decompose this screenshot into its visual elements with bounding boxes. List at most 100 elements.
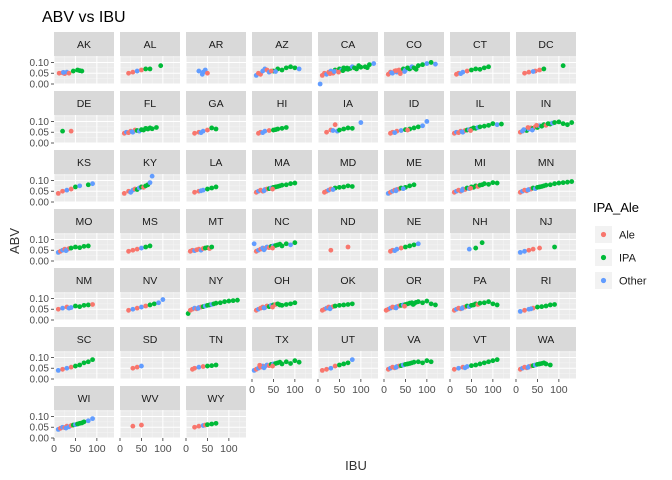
data-point [60,128,65,134]
legend-label-ipa: IPA [619,253,637,265]
data-point [77,245,83,251]
data-point [530,69,536,74]
legend-title: IPA_Ale [593,200,639,215]
facet-ut: UT 0 50 100 [315,327,378,396]
data-point [213,420,219,426]
facet-panel [450,292,510,320]
data-point [420,62,425,68]
x-tick-label: 50 [70,443,82,455]
data-point [413,66,419,72]
data-point [68,364,74,370]
data-point [525,364,531,370]
data-point [459,305,465,311]
y-tick-label: 0.00 [30,139,50,150]
data-point [205,186,210,192]
data-point [279,243,285,249]
facet-strip [186,91,246,115]
data-point [469,67,474,73]
data-point [261,247,267,253]
facet-strip [186,209,246,233]
facet-strip-label: AZ [275,39,289,51]
facet-panel [252,174,312,202]
data-point [407,243,413,249]
data-point [209,185,215,191]
data-point [283,65,289,71]
data-point [251,241,257,247]
data-point [126,248,131,254]
facet-strip-label: WY [208,393,225,405]
facet-strip [516,32,576,56]
facet-strip [318,91,378,115]
data-point [522,307,527,313]
facet-wy: WY 0 50 100 [183,386,246,455]
data-point [73,244,78,250]
facet-strip [54,91,114,115]
facet-strip-label: OH [274,275,290,287]
facet-strip-label: TN [209,334,223,346]
data-point [317,81,323,87]
data-point [235,297,240,303]
data-point [77,362,83,368]
legend-key-ale [600,231,607,238]
data-point [130,365,136,371]
data-point [525,187,531,193]
facet-strip [450,32,510,56]
facet-ky: KY [119,150,180,203]
facet-nv: NV [119,268,180,321]
data-point [296,359,302,365]
y-tick-label: 0.10 [30,353,50,364]
facet-strip-label: MI [474,157,486,169]
data-point [196,423,202,429]
facet-strip-label: WA [538,334,555,346]
data-point [494,180,500,186]
facet-strip-label: WI [78,393,91,405]
x-tick-label: 0 [315,384,321,396]
x-tick-label: 100 [88,443,106,455]
data-point [147,302,153,308]
data-point [134,68,140,74]
data-point [261,305,267,311]
data-point [270,245,275,251]
facet-ne: NE [383,209,444,262]
data-point [490,358,496,364]
data-point [345,360,351,366]
facet-strip [450,150,510,174]
facet-strip-label: TX [275,334,288,346]
facet-strip [54,32,114,56]
facet-strip [450,209,510,233]
data-point [433,302,438,308]
facet-sc: SC 0.000.050.10 [30,327,114,386]
data-point [330,128,336,133]
facet-id: ID [383,91,444,144]
facet-sd: SD [119,327,180,380]
facet-ia: IA [317,91,378,144]
data-point [270,363,275,369]
data-point [73,363,78,369]
facet-strip [120,209,180,233]
facet-strip-label: DE [77,98,92,110]
data-point [81,243,87,249]
facet-al: AL [119,32,180,85]
y-tick-label: 0.00 [30,434,50,445]
facet-strip [384,209,444,233]
data-point [541,66,547,72]
data-point [64,365,70,371]
data-point [411,182,417,188]
data-point [522,70,527,76]
data-point [90,181,95,187]
facet-strip-label: KS [77,157,91,169]
facet-strip [384,32,444,56]
data-point [473,66,479,72]
data-point [486,122,491,128]
data-point [433,61,438,67]
x-tick-label: 0 [117,443,123,455]
data-point [473,245,479,251]
data-point [552,244,557,250]
data-point [420,300,425,306]
data-point [68,245,74,251]
facet-strip [54,268,114,292]
chart-title: ABV vs IBU [42,9,126,26]
data-point [332,303,338,309]
facet-strip-label: CT [473,39,488,51]
